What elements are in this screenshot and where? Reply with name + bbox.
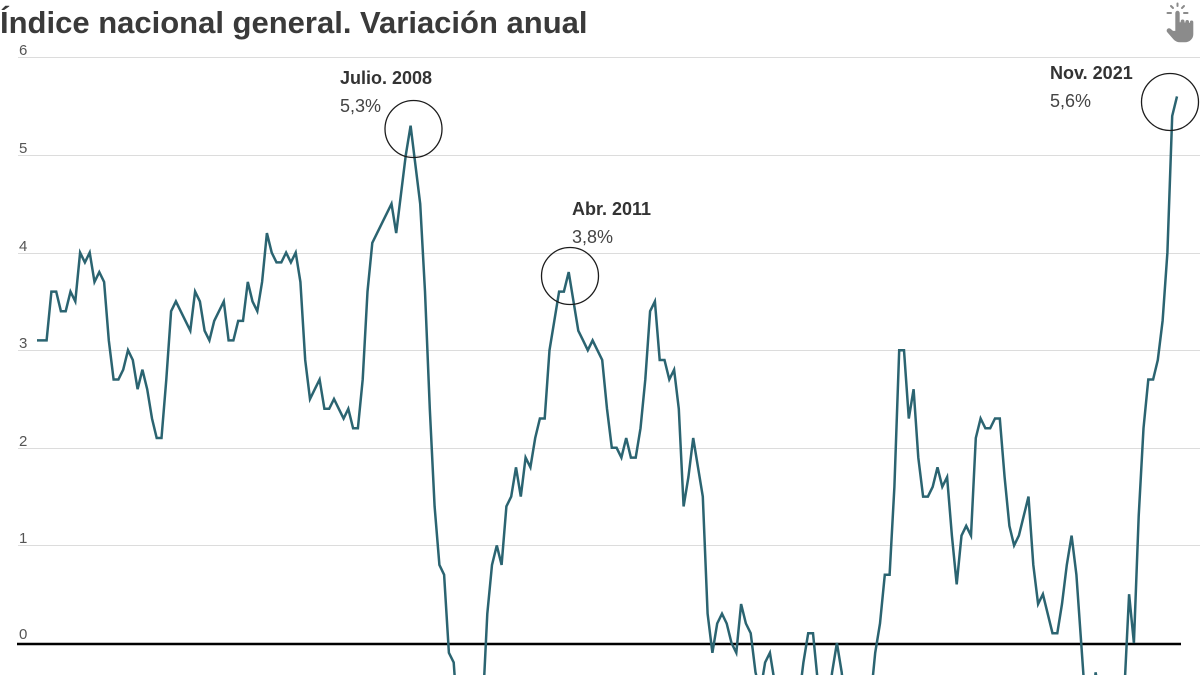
svg-text:5: 5 [19,140,27,157]
svg-text:5,6%: 5,6% [1050,91,1091,111]
svg-text:Julio. 2008: Julio. 2008 [340,68,432,88]
svg-text:1: 1 [19,530,27,547]
svg-text:0: 0 [19,626,27,643]
svg-text:5,3%: 5,3% [340,96,381,116]
svg-text:Índice nacional general. Varia: Índice nacional general. Variación anual [0,5,588,40]
svg-text:4: 4 [19,238,27,255]
svg-text:2: 2 [19,433,27,450]
svg-text:Nov. 2021: Nov. 2021 [1050,63,1133,83]
svg-text:6: 6 [19,42,27,59]
svg-text:3,8%: 3,8% [572,227,613,247]
svg-text:3: 3 [19,335,27,352]
svg-text:Abr. 2011: Abr. 2011 [572,199,651,219]
